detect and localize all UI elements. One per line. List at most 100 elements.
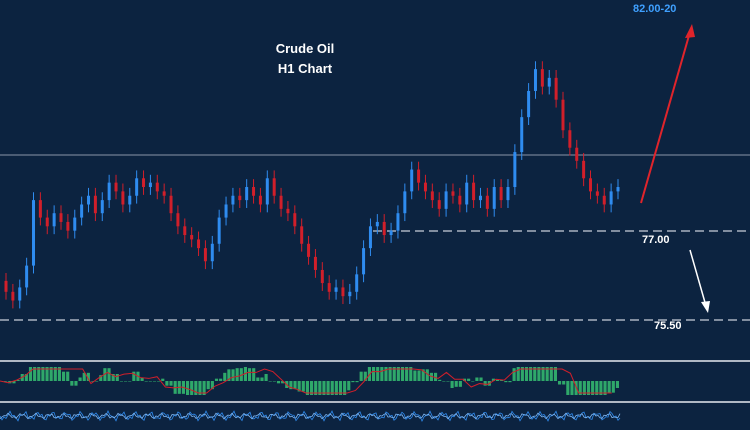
- candle: [93, 195, 97, 214]
- candle: [616, 187, 620, 192]
- candle: [437, 200, 441, 209]
- histogram-bar: [194, 381, 198, 395]
- histogram-bar: [49, 367, 53, 381]
- candle: [231, 195, 235, 205]
- histogram-bar: [99, 375, 103, 381]
- histogram-bar: [425, 369, 429, 381]
- histogram-bar: [119, 381, 123, 382]
- histogram-bar: [372, 367, 376, 381]
- histogram-bar: [260, 377, 264, 381]
- histogram-bar: [57, 367, 61, 381]
- candle: [279, 195, 283, 209]
- candle: [148, 182, 152, 188]
- histogram-bar: [434, 372, 438, 381]
- histogram-bar: [396, 367, 400, 381]
- candle: [52, 213, 56, 227]
- candle: [217, 217, 221, 244]
- candle: [602, 195, 606, 205]
- histogram-bar: [186, 381, 190, 395]
- candle: [169, 195, 173, 214]
- histogram-bar: [95, 381, 99, 382]
- histogram-bar: [409, 367, 413, 381]
- histogram-bar: [520, 367, 524, 381]
- histogram-bar: [37, 367, 41, 381]
- histogram-bar: [549, 367, 553, 381]
- histogram-bar: [190, 381, 194, 395]
- candle: [348, 291, 352, 297]
- histogram-bar: [33, 367, 37, 381]
- histogram-bar: [388, 367, 392, 381]
- histogram-bar: [529, 367, 533, 381]
- histogram-bar: [376, 367, 380, 381]
- candle: [533, 69, 537, 91]
- candle: [238, 195, 242, 201]
- candle: [327, 283, 331, 292]
- histogram-bar: [355, 381, 359, 383]
- histogram-bar: [347, 381, 351, 391]
- histogram-bar: [318, 381, 322, 395]
- histogram-bar: [603, 381, 607, 395]
- candle: [396, 213, 400, 231]
- histogram-bar: [124, 381, 128, 382]
- histogram-bar: [483, 381, 487, 386]
- chart-title-line1: Crude Oil: [275, 41, 335, 56]
- candle: [410, 169, 414, 192]
- candle: [107, 182, 111, 201]
- histogram-bar: [607, 381, 611, 393]
- histogram-bar: [322, 381, 326, 395]
- histogram-bar: [111, 374, 115, 381]
- candles-group: [4, 61, 620, 309]
- candle: [382, 221, 386, 236]
- histogram-bar: [66, 371, 70, 381]
- histogram-bar: [413, 370, 417, 381]
- histogram-bar: [144, 381, 148, 382]
- histogram-bar: [338, 381, 343, 395]
- histogram-bar: [586, 381, 591, 395]
- candle: [59, 213, 63, 222]
- candle: [162, 191, 166, 196]
- histogram-bar: [214, 378, 219, 381]
- histogram-bar: [276, 381, 281, 384]
- candle: [4, 280, 8, 292]
- candle: [25, 265, 29, 288]
- histogram-bar: [45, 367, 49, 381]
- histogram-bar: [599, 381, 603, 395]
- histogram-bar: [128, 381, 132, 382]
- histogram-bar: [281, 381, 285, 384]
- histogram-bar: [24, 374, 28, 381]
- histogram-bar: [405, 367, 409, 381]
- candle: [540, 69, 544, 87]
- histogram-bar: [491, 378, 495, 381]
- histogram-bar: [148, 381, 152, 382]
- candle: [87, 195, 91, 205]
- candle: [417, 169, 421, 183]
- candle: [355, 274, 359, 292]
- candle: [430, 191, 434, 201]
- candle: [458, 195, 462, 205]
- histogram-bar: [591, 381, 595, 395]
- candle: [513, 152, 517, 188]
- histogram-bar: [615, 381, 619, 388]
- histogram-bar: [512, 368, 516, 381]
- candle: [100, 200, 104, 214]
- candle: [18, 287, 22, 301]
- histogram-bar: [140, 377, 144, 381]
- histogram-bar: [343, 381, 347, 395]
- candle: [135, 178, 139, 196]
- candle: [499, 187, 503, 201]
- candle: [252, 187, 256, 196]
- candle: [341, 287, 345, 297]
- candle: [286, 208, 290, 214]
- candle: [45, 217, 49, 227]
- histogram-bar: [500, 379, 504, 381]
- candle: [142, 178, 146, 188]
- histogram-bar: [508, 381, 512, 383]
- candle: [485, 195, 489, 209]
- histogram-bar: [400, 367, 405, 381]
- oscillator-line-blue: [0, 410, 621, 422]
- histogram-bar: [363, 371, 367, 381]
- candle: [472, 182, 476, 201]
- histogram-bar: [78, 377, 82, 381]
